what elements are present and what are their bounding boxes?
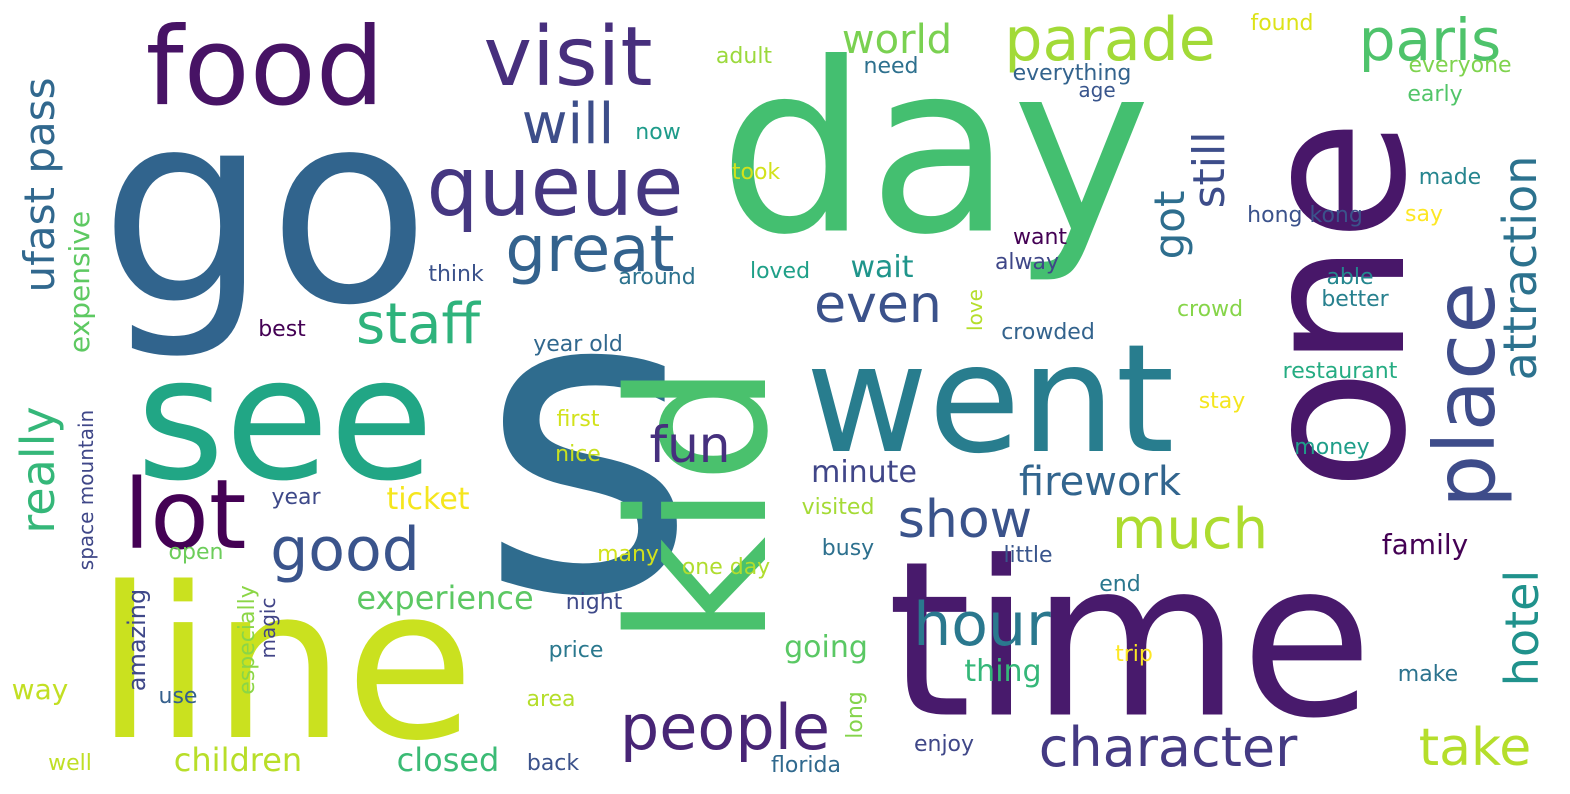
word-going: going (784, 630, 868, 665)
word-good: good (270, 515, 420, 585)
word-people: people (619, 691, 831, 764)
word-price: price (548, 638, 604, 663)
word-open: open (168, 540, 224, 565)
word-now: now (635, 120, 681, 145)
word-back: back (526, 751, 580, 776)
word-restaurant: restaurant (1282, 359, 1398, 384)
word-able: able (1326, 265, 1374, 290)
word-went: went (805, 313, 1175, 487)
word-many: many (597, 542, 659, 567)
word-busy: busy (821, 536, 875, 561)
word-end: end (1099, 572, 1141, 597)
word-early: early (1407, 82, 1463, 107)
word-character: character (1038, 716, 1298, 779)
word-trip: trip (1115, 642, 1153, 667)
word-see: see (136, 321, 434, 519)
word-everything: everything (1012, 61, 1132, 86)
word-money: money (1294, 435, 1370, 460)
word-experience: experience (356, 579, 534, 617)
word-kid: kid (589, 363, 810, 647)
word-hour: hour (913, 590, 1051, 660)
word-fun: fun (649, 416, 731, 474)
word-crowd: crowd (1176, 297, 1244, 322)
word-make: make (1397, 662, 1459, 687)
word-world: world (841, 17, 953, 63)
word-line: line (95, 542, 475, 787)
word-lot: lot (123, 459, 247, 571)
word-food: food (145, 5, 385, 130)
word-around: around (618, 265, 696, 290)
word-s: s (478, 200, 698, 689)
word-family: family (1381, 528, 1469, 561)
word-queue: queue (426, 140, 684, 235)
word-food-found: found (1250, 11, 1314, 36)
word-time: time (887, 514, 1373, 766)
word-year-old: year old (533, 332, 623, 357)
word-day: day (718, 13, 1152, 287)
word-say: say (1405, 202, 1443, 227)
word-well: well (48, 751, 92, 776)
word-go: go (99, 55, 431, 364)
word-visited: visited (801, 495, 875, 520)
word-took: took (731, 160, 781, 185)
word-crowded: crowded (1001, 320, 1095, 345)
word-best: best (258, 317, 306, 342)
word-need: need (863, 54, 919, 79)
word-parade: parade (1004, 5, 1216, 75)
word-loved: loved (749, 259, 811, 284)
word-hotel: hotel (1495, 569, 1549, 687)
word-age: age (1078, 78, 1116, 102)
word-adult: adult (715, 44, 773, 69)
word-take: take (1418, 718, 1532, 778)
word-got: got (1145, 190, 1194, 260)
word-minute: minute (811, 455, 917, 490)
word-enjoy: enjoy (913, 732, 975, 757)
word-florida: florida (771, 753, 841, 778)
word-staff: staff (355, 292, 481, 357)
word-ufast-pass: ufast pass (15, 77, 64, 293)
word-better: better (1321, 287, 1389, 312)
word-one-day: one day (681, 555, 771, 580)
word-expensive: expensive (63, 210, 96, 354)
word-paris: paris (1358, 6, 1502, 74)
word-hong-kong: hong kong (1247, 203, 1363, 228)
word-think: think (428, 262, 484, 287)
word-closed: closed (396, 741, 500, 779)
word-first: first (556, 407, 600, 432)
word-alway: alway (994, 250, 1060, 275)
word-wait: wait (850, 250, 914, 285)
word-attraction: attraction (1493, 155, 1547, 381)
word-made: made (1418, 165, 1482, 190)
word-little: little (1003, 543, 1053, 568)
word-amazing: amazing (123, 588, 151, 692)
word-children: children (173, 741, 303, 779)
word-area: area (526, 687, 576, 712)
word-thing: thing (964, 654, 1042, 689)
word-want: want (1012, 225, 1068, 250)
word-nice: nice (555, 442, 601, 467)
word-long: long (843, 691, 868, 739)
word-year: year (271, 485, 321, 510)
word-firework: firework (1018, 459, 1182, 505)
word-even: even (814, 275, 942, 335)
word-magic: magic (256, 597, 280, 659)
word-show: show (897, 490, 1033, 550)
word-really: really (11, 406, 65, 534)
word-visit: visit (483, 10, 653, 105)
word-love: love (963, 289, 987, 331)
word-will: will (521, 92, 615, 157)
word-still: still (1184, 131, 1235, 209)
word-use: use (158, 684, 198, 709)
word-way: way (11, 673, 69, 706)
word-night: night (565, 590, 623, 615)
word-stay: stay (1198, 389, 1246, 414)
word-ticket: ticket (386, 482, 470, 517)
word-great: great (505, 213, 675, 287)
word-everyone: everyone (1408, 53, 1512, 78)
word-space-mountain: space mountain (74, 409, 98, 571)
word-much: much (1111, 497, 1269, 562)
